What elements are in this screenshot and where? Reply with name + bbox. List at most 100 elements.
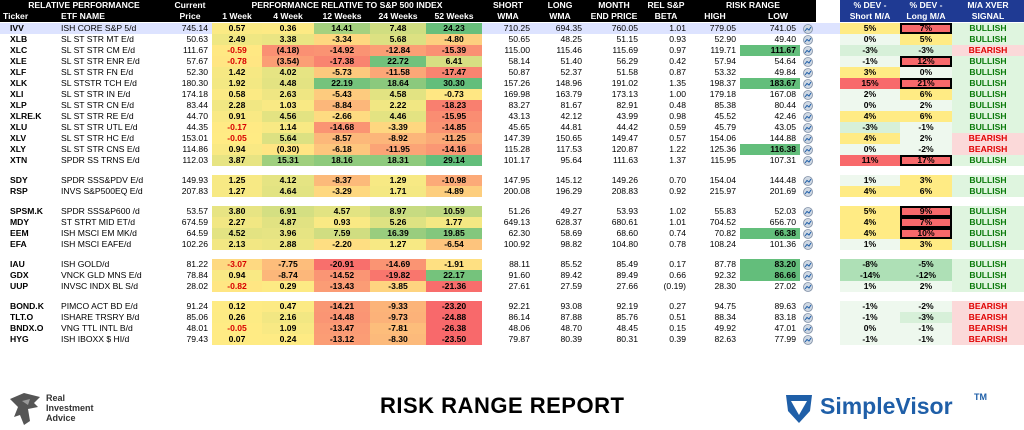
cell-n: SL STSTR TCH E/d	[61, 78, 137, 88]
cell-m: 68.60	[616, 228, 638, 238]
header-bottom-cell: HIGH	[690, 11, 740, 22]
header-top-cell: M/A XVER	[952, 0, 1024, 11]
cell-dl: 2%	[900, 281, 952, 292]
header-row-top: RELATIVE PERFORMANCE Current PERFORMANCE R…	[0, 0, 1024, 11]
cell-s: 147.95	[503, 175, 530, 185]
cell-beta: 0.17	[669, 259, 686, 269]
table-row: TLT.O ISHARE TRSRY B/d 85.06 0.26 2.16 -14.48…	[0, 312, 1024, 323]
cell-t: HYG	[10, 334, 29, 344]
cell-beta: 1.37	[669, 155, 686, 165]
chart-icon	[803, 259, 813, 270]
cell-lo: 80.44	[774, 100, 796, 110]
chart-link-icon[interactable]	[800, 301, 816, 312]
chart-link-icon[interactable]	[800, 56, 816, 67]
cell-sig: BULLISH	[952, 270, 1024, 281]
chart-link-icon[interactable]	[800, 133, 816, 144]
chart-link-icon[interactable]	[800, 312, 816, 323]
cell-lg: 81.67	[560, 100, 582, 110]
cell-m: 51.15	[616, 34, 638, 44]
chart-link-icon[interactable]	[800, 111, 816, 122]
cell-beta: 0.39	[669, 334, 686, 344]
chart-icon	[803, 301, 813, 312]
cell-lo: 111.67	[740, 45, 800, 56]
chart-link-icon[interactable]	[800, 323, 816, 334]
cell-w1: 2.13	[212, 239, 262, 250]
cell-hi: 115.95	[710, 155, 736, 165]
cell-lg: 27.59	[560, 281, 582, 291]
cell-ds: 1%	[840, 281, 900, 292]
table-row: XLK SL STSTR TCH E/d 180.30 1.92 4.48 22.19 18…	[0, 78, 1024, 89]
cell-p: 83.44	[186, 100, 208, 110]
chart-link-icon[interactable]	[800, 45, 816, 56]
chart-link-icon[interactable]	[800, 186, 816, 197]
cell-w4: 4.56	[262, 111, 314, 122]
cell-m: 53.93	[616, 206, 638, 216]
cell-w52: -15.95	[426, 111, 482, 122]
cell-w4: 1.09	[262, 323, 314, 334]
chart-link-icon[interactable]	[800, 67, 816, 78]
chart-link-icon[interactable]	[800, 155, 816, 166]
cell-p: 52.30	[186, 67, 208, 77]
chart-link-icon[interactable]	[800, 228, 816, 239]
cell-t: UUP	[10, 281, 29, 291]
cell-sig: BULLISH	[952, 239, 1024, 250]
cell-dl: -2%	[900, 144, 952, 155]
table-row: UUP INVSC INDX BL S/d 28.02 -0.82 0.29 -13.43…	[0, 281, 1024, 292]
chart-link-icon[interactable]	[800, 78, 816, 89]
cell-n: SL ST STR CM E/d	[61, 45, 136, 55]
ria-line-2: Investment	[46, 403, 94, 413]
cell-ds: 4%	[840, 186, 900, 197]
chart-link-icon[interactable]	[800, 23, 816, 34]
header-bottom-cell: 52 Weeks	[426, 11, 482, 22]
table-row: SPSM.K SPDR SSS&P600 /d 53.57 3.80 6.91 4.57 8…	[0, 206, 1024, 217]
cell-n: SPDR SSS&P600 /d	[61, 206, 140, 216]
header-bottom-cell: LOW	[740, 11, 816, 22]
chart-link-icon[interactable]	[800, 270, 816, 281]
chart-link-icon[interactable]	[800, 239, 816, 250]
chart-link-icon[interactable]	[800, 144, 816, 155]
cell-hi: 94.75	[714, 301, 736, 311]
chart-link-icon[interactable]	[800, 122, 816, 133]
chart-link-icon[interactable]	[800, 259, 816, 270]
chart-link-icon[interactable]	[800, 34, 816, 45]
cell-s: 50.65	[508, 34, 530, 44]
chart-link-icon[interactable]	[800, 334, 816, 345]
chart-link-icon[interactable]	[800, 217, 816, 228]
cell-beta: 1.01	[669, 217, 686, 227]
cell-w12: 7.59	[314, 228, 370, 239]
chart-icon	[803, 175, 813, 186]
cell-w52: -11.25	[426, 133, 482, 144]
cell-w1: 0.26	[212, 312, 262, 323]
cell-hi: 45.52	[714, 111, 736, 121]
cell-beta: 0.98	[669, 111, 686, 121]
cell-sig: BEARISH	[952, 334, 1024, 345]
chart-icon	[803, 89, 813, 100]
chart-link-icon[interactable]	[800, 175, 816, 186]
cell-hi: 55.83	[714, 206, 736, 216]
cell-n: SL ST STR UTL E/d	[61, 122, 138, 132]
chart-link-icon[interactable]	[800, 89, 816, 100]
cell-lo: 86.66	[740, 270, 800, 281]
cell-dl: -2%	[900, 301, 952, 312]
chart-link-icon[interactable]	[800, 281, 816, 292]
cell-hi: 179.18	[709, 89, 736, 99]
header-top-cell: PERFORMANCE RELATIVE TO S&P 500 INDEX	[212, 0, 482, 11]
cell-s: 86.14	[508, 312, 530, 322]
header-bottom-cell: 1 Week	[212, 11, 262, 22]
cell-w52: 19.85	[426, 228, 482, 239]
cell-m: 191.02	[611, 78, 638, 88]
chart-link-icon[interactable]	[800, 206, 816, 217]
cell-t: XLRE.K	[10, 111, 42, 121]
cell-hi: 57.94	[714, 56, 736, 66]
cell-w1: 2.28	[212, 100, 262, 111]
cell-w24: -3.39	[370, 122, 426, 133]
header-top-cell: RELATIVE PERFORMANCE	[0, 0, 168, 11]
cell-w52: -24.88	[426, 312, 482, 323]
header-top-cell: REL S&P	[642, 0, 690, 11]
chart-link-icon[interactable]	[800, 100, 816, 111]
cell-lg: 145.12	[555, 175, 582, 185]
cell-ds: 11%	[840, 155, 900, 166]
cell-lo: 116.38	[740, 144, 800, 155]
cell-t: IVV	[10, 23, 24, 33]
cell-p: 50.63	[186, 34, 208, 44]
